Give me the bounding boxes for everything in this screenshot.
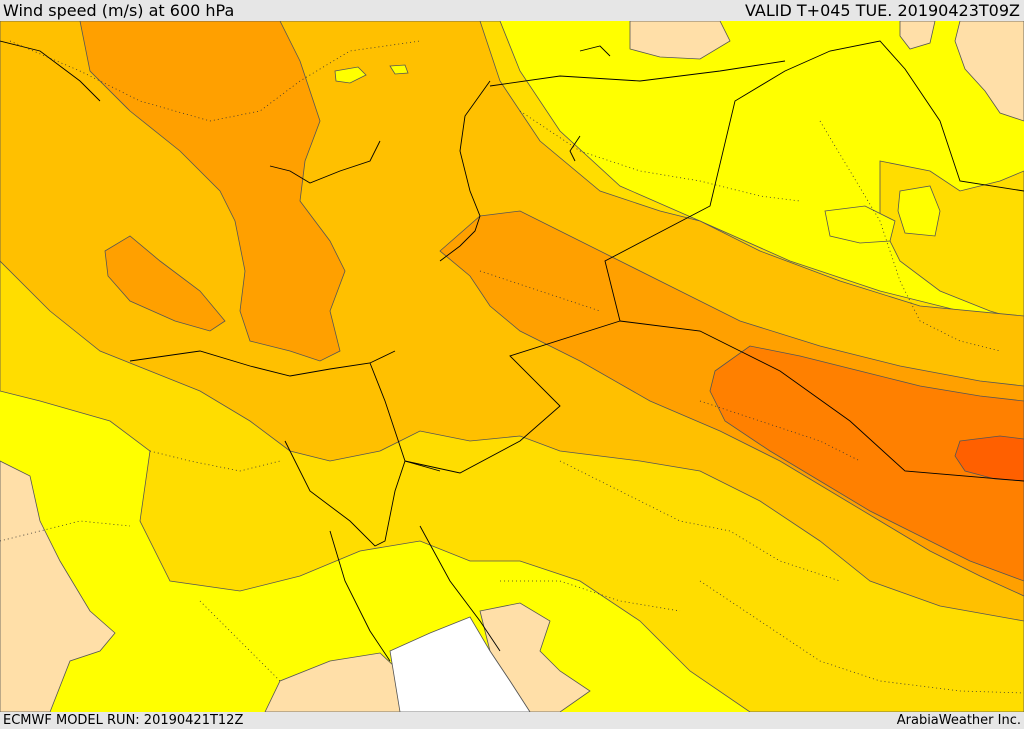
band-higher [709, 345, 1024, 582]
band-high-pocket [104, 235, 226, 332]
border-line [284, 440, 406, 547]
border-line [619, 320, 1024, 482]
band-low-ne1 [629, 21, 731, 60]
border-line [569, 135, 581, 162]
border-line [439, 80, 491, 262]
band-light-ne-pocket2 [824, 205, 896, 244]
credit: ArabiaWeather Inc. [896, 713, 1021, 728]
dotted-boundary [519, 110, 801, 202]
dotted-boundary [149, 450, 281, 472]
band-light-ne-pocket [897, 185, 941, 237]
valid-time: VALID T+045 TUE. 20190423T09Z [744, 1, 1020, 20]
border-line [419, 525, 501, 652]
map-canvas [0, 21, 1024, 712]
borders-group [0, 40, 1024, 662]
wind-speed-map[interactable] [0, 21, 1024, 712]
border-line [369, 362, 441, 472]
model-run: ECMWF MODEL RUN: 20190421T12Z [3, 713, 244, 728]
dotted-boundary [699, 400, 861, 462]
border-line [404, 40, 1024, 474]
map-title: Wind speed (m/s) at 600 hPa [3, 1, 235, 20]
footer-bar: ECMWF MODEL RUN: 20190421T12Z ArabiaWeat… [0, 712, 1024, 729]
border-line [329, 530, 391, 662]
border-line [0, 40, 101, 102]
band-low-south [264, 652, 431, 712]
dotted-boundaries-group [0, 40, 1024, 694]
dotted-boundary [699, 580, 1024, 694]
band-low-west [0, 460, 116, 712]
band-low-ne2 [954, 21, 1024, 122]
border-line [269, 140, 381, 184]
band-light-island2 [389, 64, 409, 75]
header-bar: Wind speed (m/s) at 600 hPa VALID T+045 … [0, 0, 1024, 21]
border-line [489, 60, 786, 87]
band-high-west [79, 21, 346, 362]
band-light-island [334, 66, 367, 84]
band-low-ne3 [899, 21, 936, 50]
band-lowest [389, 616, 531, 712]
border-line [579, 45, 611, 57]
dotted-boundary [0, 520, 131, 542]
